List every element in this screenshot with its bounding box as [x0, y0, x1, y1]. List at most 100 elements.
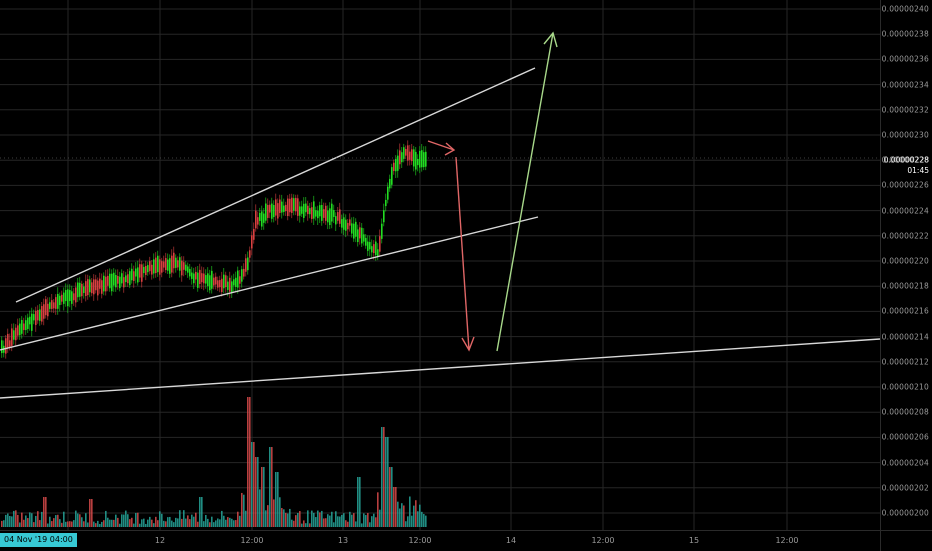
volume-bar	[309, 523, 311, 527]
upper-channel-trendline[interactable]	[15, 67, 536, 303]
volume-bar	[343, 513, 345, 527]
up-arrow[interactable]	[496, 31, 558, 352]
volume-bar	[37, 511, 39, 527]
volume-bar	[135, 512, 137, 527]
volume-bar	[397, 501, 399, 527]
time-tick-label: 12:00	[775, 536, 799, 545]
chart-canvas[interactable]	[0, 0, 880, 530]
volume-bar	[347, 521, 349, 527]
volume-bar	[331, 511, 333, 527]
volume-bar	[11, 516, 13, 527]
volume-bar	[269, 447, 271, 527]
volume-bar	[211, 516, 213, 527]
volume-bar	[229, 517, 231, 527]
volume-bar	[381, 427, 383, 527]
volume-bar	[237, 511, 239, 527]
time-tick-label: 14	[505, 536, 517, 545]
volume-bar	[111, 519, 113, 527]
volume-bar	[17, 514, 19, 527]
volume-bar	[151, 519, 153, 527]
volume-bar	[409, 496, 411, 527]
volume-bar	[121, 514, 123, 527]
volume-bar	[45, 497, 47, 527]
volume-bar	[197, 521, 199, 527]
price-axis[interactable]: 0.00000240 0.00000238 0.00000236 0.00000234…	[880, 0, 932, 530]
time-axis[interactable]: 12 12:00 13 12:00 14 12:00 15 12:00 04 Nov '19 0…	[0, 530, 880, 551]
volume-bar	[57, 514, 59, 527]
volume-bar	[21, 512, 23, 527]
volume-bar	[323, 518, 325, 527]
volume-bar	[417, 511, 419, 527]
volume-bar	[79, 514, 81, 527]
volume-bar	[363, 513, 365, 527]
volume-bar	[195, 512, 197, 527]
price-tick-label: 0.00000226	[881, 180, 929, 190]
volume-bar	[75, 510, 77, 527]
lower-channel-trendline[interactable]	[0, 216, 539, 351]
volume-bar	[247, 397, 249, 527]
volume-bar	[209, 522, 211, 527]
bar-countdown-label: 01:45	[907, 166, 929, 176]
price-tick-label: 0.00000240	[881, 4, 929, 14]
chart-area[interactable]	[0, 0, 880, 530]
volume-bar	[293, 520, 295, 527]
volume-bar	[277, 472, 279, 527]
time-tick-label: 13	[337, 536, 349, 545]
volume-bar	[353, 513, 355, 527]
volume-bar	[365, 515, 367, 527]
volume-bar	[3, 520, 5, 527]
volume-bar	[103, 520, 105, 527]
volume-bar	[423, 513, 425, 527]
volume-bar	[67, 521, 69, 527]
time-tick-label: 15	[688, 536, 700, 545]
volume-bar	[223, 515, 225, 527]
volume-bar	[35, 515, 37, 527]
volume-bar	[215, 520, 217, 527]
current-price-label: 0.00000228	[883, 155, 929, 165]
volume-bar	[301, 523, 303, 527]
volume-bar	[391, 467, 393, 527]
volume-bar	[175, 517, 177, 527]
volume-bar	[31, 513, 33, 527]
volume-bar	[91, 499, 93, 527]
volume-bar	[9, 515, 11, 527]
volume-bar	[179, 510, 181, 527]
volume-bar	[187, 515, 189, 527]
volume-bar	[369, 522, 371, 527]
volume-bar	[123, 514, 125, 527]
volume-bar	[361, 523, 363, 527]
down-arrow[interactable]	[455, 156, 475, 352]
volume-bar	[265, 510, 267, 527]
volume-bar	[65, 521, 67, 527]
volume-bar	[225, 519, 227, 527]
volume-bar	[239, 515, 241, 527]
volume-bar	[221, 510, 223, 527]
volume-bar	[33, 522, 35, 527]
price-tick-label: 0.00000230	[881, 130, 929, 140]
time-tick-label: 12:00	[240, 536, 264, 545]
volume-bar	[81, 517, 83, 527]
volume-bar	[339, 516, 341, 527]
volume-bar	[341, 514, 343, 527]
support-trendline[interactable]	[0, 338, 880, 399]
volume-bar	[29, 512, 31, 527]
volume-bar	[285, 512, 287, 527]
volume-bar	[59, 519, 61, 527]
candlesticks	[1, 140, 427, 359]
volume-bar	[319, 512, 321, 527]
volume-bar	[383, 427, 385, 527]
volume-bar	[55, 515, 57, 527]
volume-bar	[63, 511, 65, 527]
time-tick-label: 12	[154, 536, 166, 545]
volume-bar	[199, 497, 201, 527]
volume-bar	[171, 520, 173, 527]
short-right-arrow[interactable]	[427, 140, 456, 156]
volume-bar	[249, 397, 251, 527]
volume-bar	[253, 442, 255, 527]
price-tick-label: 0.00000214	[881, 332, 929, 342]
volume-bar	[149, 516, 151, 527]
price-tick-label: 0.00000202	[881, 483, 929, 493]
axis-corner	[880, 530, 932, 551]
price-tick-label: 0.00000200	[881, 508, 929, 518]
volume-bar	[273, 499, 275, 527]
